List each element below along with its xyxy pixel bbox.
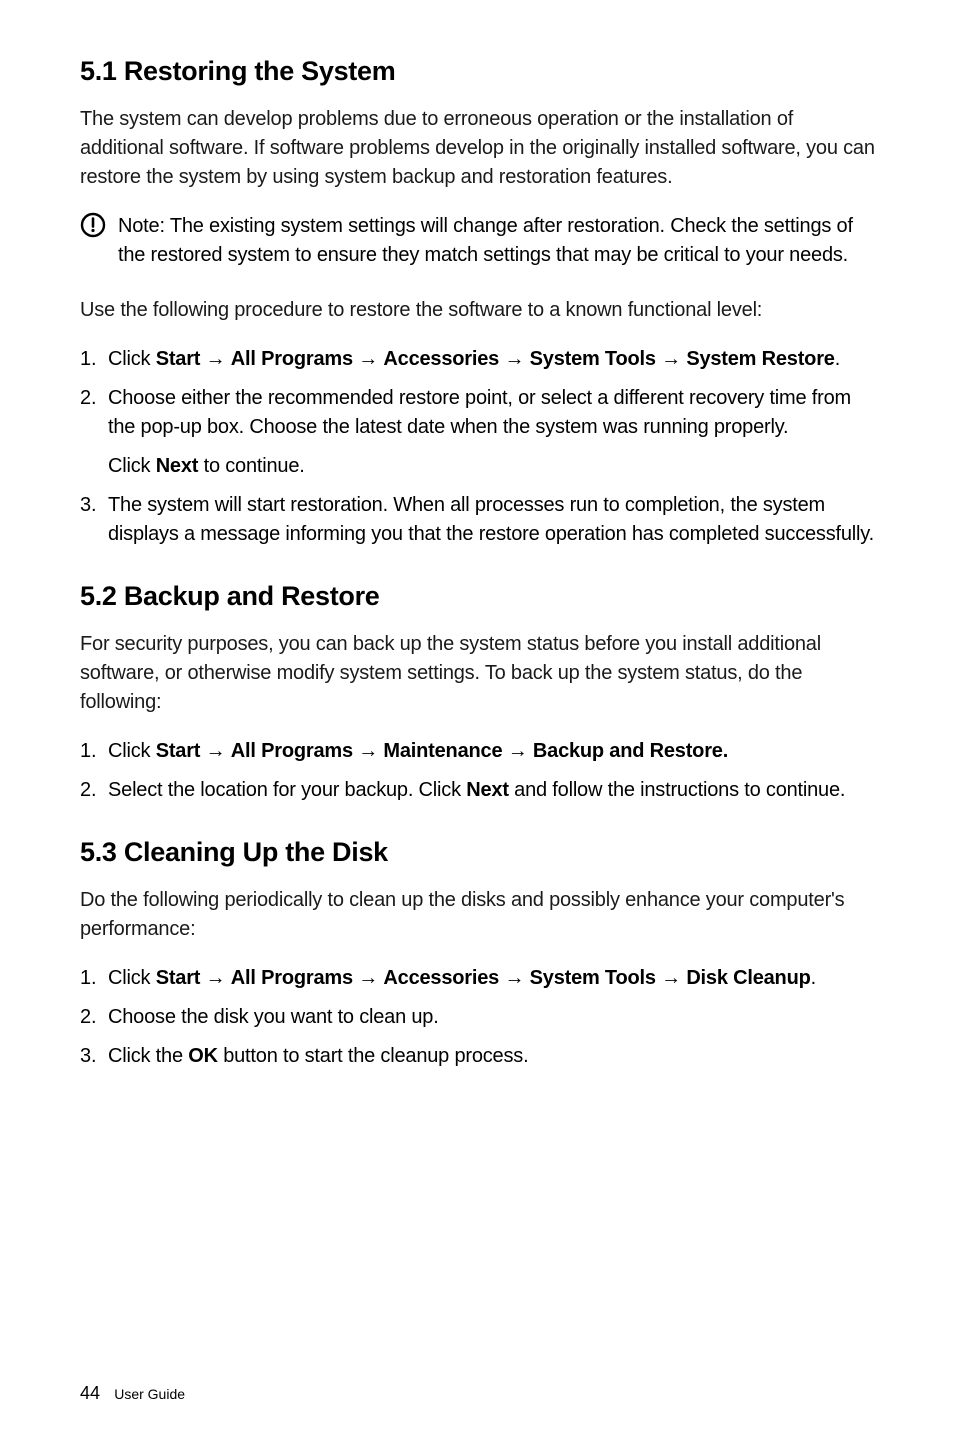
note-body: The existing system settings will change…	[118, 215, 853, 266]
step-text: The system will start restoration. When …	[108, 494, 874, 545]
step-pre: Click	[108, 740, 156, 762]
step-5-1-3: The system will start restoration. When …	[80, 491, 882, 549]
path-0: Start	[156, 348, 201, 370]
steps-5-1: Click Start → All Programs → Accessories…	[80, 345, 882, 549]
path-3: Backup and Restore.	[533, 740, 728, 762]
intro-5-2: For security purposes, you can back up t…	[80, 630, 882, 717]
section-5-2: 5.2 Backup and Restore For security purp…	[80, 581, 882, 805]
path-4: Disk Cleanup	[686, 967, 810, 989]
heading-5-3: 5.3 Cleaning Up the Disk	[80, 837, 882, 868]
step-5-1-2: Choose either the recommended restore po…	[80, 384, 882, 481]
intro-5-3: Do the following periodically to clean u…	[80, 886, 882, 944]
arrow: →	[661, 967, 681, 989]
warning-icon	[80, 212, 106, 238]
step-text: Choose either the recommended restore po…	[108, 387, 851, 438]
step-end: .	[835, 348, 840, 370]
path-4: System Restore	[686, 348, 834, 370]
path-0: Start	[156, 740, 201, 762]
note-block: Note: The existing system settings will …	[80, 212, 882, 270]
section-5-3: 5.3 Cleaning Up the Disk Do the followin…	[80, 837, 882, 1071]
heading-5-2: 5.2 Backup and Restore	[80, 581, 882, 612]
step-pre: Click	[108, 348, 156, 370]
section-5-1: 5.1 Restoring the System The system can …	[80, 56, 882, 549]
note-label: Note:	[118, 215, 165, 237]
arrow: →	[206, 740, 226, 762]
step-pre: Click	[108, 967, 156, 989]
step-post: button to start the cleanup process.	[218, 1045, 529, 1067]
path-0: Start	[156, 967, 201, 989]
sub-post: to continue.	[198, 455, 304, 477]
steps-5-2: Click Start → All Programs → Maintenance…	[80, 737, 882, 805]
document-page: 5.1 Restoring the System The system can …	[0, 0, 954, 1452]
arrow: →	[504, 967, 524, 989]
step-sub: Click Next to continue.	[108, 452, 882, 481]
heading-5-1: 5.1 Restoring the System	[80, 56, 882, 87]
path-1: All Programs	[231, 740, 353, 762]
path-2: Accessories	[383, 348, 499, 370]
arrow: →	[206, 348, 226, 370]
step-5-3-1: Click Start → All Programs → Accessories…	[80, 964, 882, 993]
page-number: 44	[80, 1383, 100, 1403]
step-text: Choose the disk you want to clean up.	[108, 1006, 439, 1028]
step-5-2-1: Click Start → All Programs → Maintenance…	[80, 737, 882, 766]
sub-bold: Next	[156, 455, 199, 477]
arrow: →	[508, 740, 528, 762]
path-1: All Programs	[231, 348, 353, 370]
path-3: System Tools	[530, 967, 656, 989]
sub-pre: Click	[108, 455, 156, 477]
note-text: Note: The existing system settings will …	[118, 212, 882, 270]
step-5-3-2: Choose the disk you want to clean up.	[80, 1003, 882, 1032]
steps-5-3: Click Start → All Programs → Accessories…	[80, 964, 882, 1071]
arrow: →	[358, 967, 378, 989]
path-3: System Tools	[530, 348, 656, 370]
step-post: and follow the instructions to continue.	[509, 779, 845, 801]
path-1: All Programs	[231, 967, 353, 989]
footer-label: User Guide	[114, 1386, 185, 1402]
page-footer: 44 User Guide	[80, 1383, 185, 1404]
step-pre: Select the location for your backup. Cli…	[108, 779, 466, 801]
step-end: .	[811, 967, 816, 989]
intro-5-1: The system can develop problems due to e…	[80, 105, 882, 192]
step-pre: Click the	[108, 1045, 188, 1067]
inline-bold: OK	[188, 1045, 218, 1067]
arrow: →	[661, 348, 681, 370]
arrow: →	[504, 348, 524, 370]
path-2: Accessories	[383, 967, 499, 989]
step-5-1-1: Click Start → All Programs → Accessories…	[80, 345, 882, 374]
inline-bold: Next	[466, 779, 509, 801]
step-5-2-2: Select the location for your backup. Cli…	[80, 776, 882, 805]
path-2: Maintenance	[383, 740, 502, 762]
arrow: →	[206, 967, 226, 989]
arrow: →	[358, 740, 378, 762]
step-5-3-3: Click the OK button to start the cleanup…	[80, 1042, 882, 1071]
lead-5-1: Use the following procedure to restore t…	[80, 296, 882, 325]
arrow: →	[358, 348, 378, 370]
